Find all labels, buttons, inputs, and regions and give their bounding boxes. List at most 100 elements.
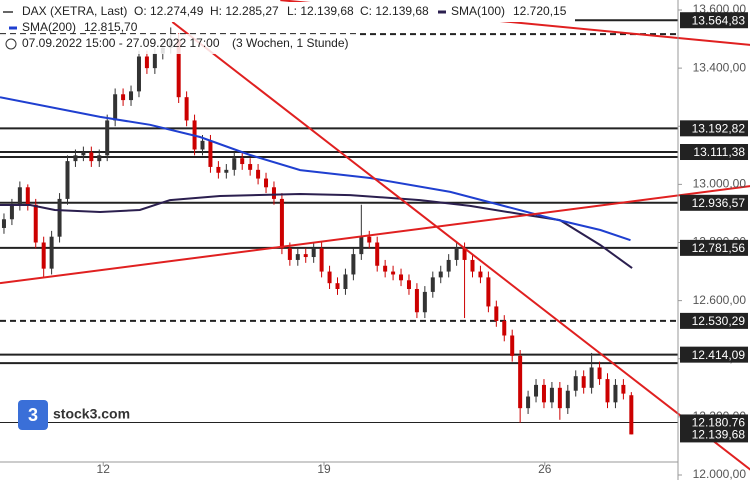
- candle-body: [613, 384, 618, 403]
- candle-body: [216, 166, 221, 173]
- candle-body: [232, 158, 237, 170]
- candle-body: [367, 236, 372, 243]
- level-box: [680, 239, 748, 256]
- brand-icon: [18, 400, 48, 430]
- candle-body: [287, 248, 292, 260]
- level-box: [680, 346, 748, 363]
- y-tick-label: 12.600,00: [693, 293, 747, 307]
- legend-value: 12.815,70: [84, 20, 138, 34]
- candle-body: [422, 291, 427, 313]
- x-tick-label: 19: [317, 462, 331, 476]
- level-label: 13.111,38: [693, 145, 745, 159]
- candle-body: [351, 254, 356, 275]
- candle-body: [41, 242, 46, 269]
- candle-body: [573, 376, 578, 391]
- y-tick-label: 12.000,00: [693, 467, 747, 480]
- candle-body: [375, 242, 380, 266]
- trend-line: [0, 185, 750, 285]
- candle-body: [534, 384, 539, 397]
- candle-body: [629, 395, 634, 435]
- level-box: [680, 120, 748, 137]
- level-label: 13.192,82: [692, 122, 746, 136]
- header-bg: [0, 34, 360, 54]
- candle-body: [311, 248, 316, 258]
- brand: 3 stock3.com: [18, 400, 130, 430]
- level-label: 12.414,09: [692, 348, 746, 362]
- candle-body: [33, 204, 38, 243]
- candle-body: [581, 376, 586, 388]
- level-label: 12.530,29: [692, 314, 746, 328]
- last-price-box: [680, 426, 748, 443]
- candle-body: [303, 254, 308, 258]
- candle-body: [589, 367, 594, 388]
- grid: [0, 19, 678, 423]
- candle-body: [121, 94, 126, 101]
- candle-body: [510, 335, 515, 356]
- level-label: 12.180,76: [692, 416, 746, 430]
- candle-body: [319, 248, 324, 272]
- candle-body: [295, 254, 300, 260]
- candle-body: [406, 280, 411, 289]
- candle-body: [184, 97, 189, 121]
- x-tick-label: 12: [97, 462, 111, 476]
- candle-body: [1, 219, 6, 228]
- legend-value: 12.720,15: [513, 4, 567, 18]
- candle-body: [502, 320, 507, 336]
- candle-body: [256, 169, 261, 179]
- level-box: [680, 312, 748, 329]
- last-price-label: 12.139,68: [692, 428, 746, 442]
- candle-body: [446, 259, 451, 272]
- legend-name: SMA(100): [451, 4, 505, 18]
- level-label: 13.564,83: [692, 13, 746, 27]
- symbol: DAX (XETRA, Last): [22, 4, 127, 18]
- candle-body: [541, 384, 546, 403]
- close: C: 12.139,68: [360, 4, 429, 18]
- candle-body: [430, 277, 435, 292]
- candle-body: [399, 274, 404, 281]
- candle-body: [518, 355, 523, 409]
- brand-icon-text: 3: [28, 405, 38, 425]
- open: O: 12.274,49: [134, 4, 204, 18]
- sma-line: [0, 96, 631, 242]
- candle-body: [279, 198, 284, 249]
- candle-body: [526, 396, 531, 409]
- candle-body: [129, 91, 134, 101]
- candle-body: [391, 271, 396, 275]
- period: (3 Wochen, 1 Stunde): [232, 36, 349, 50]
- header: DAX (XETRA, Last) O: 12.274,49 H: 12.285…: [0, 2, 575, 54]
- high: H: 12.285,27: [210, 4, 279, 18]
- brand-name: stock3.com: [53, 406, 130, 422]
- candle-body: [621, 384, 626, 394]
- candle-body: [359, 236, 364, 255]
- clock-icon: [5, 38, 17, 50]
- candle-body: [343, 274, 348, 289]
- candle-body: [105, 120, 110, 156]
- candle-body: [17, 187, 22, 205]
- y-tick-label: 13.400,00: [693, 60, 747, 74]
- candle-body: [144, 56, 149, 69]
- candle-body: [176, 39, 181, 98]
- trend-line: [171, 21, 750, 471]
- candle-body: [438, 271, 443, 278]
- candle-body: [462, 248, 467, 260]
- candle-body: [81, 152, 86, 156]
- level-box: [680, 194, 748, 211]
- y-tick-label: 13.000,00: [693, 177, 747, 191]
- candle-body: [494, 306, 499, 321]
- candle-body: [264, 178, 269, 188]
- candle-body: [335, 283, 340, 289]
- candle-body: [549, 387, 554, 403]
- level-box: [680, 12, 748, 29]
- header-bg: [0, 2, 575, 22]
- level-label: 12.781,56: [692, 241, 746, 255]
- candle-body: [25, 187, 30, 205]
- level-label: 12.936,57: [692, 196, 746, 210]
- candle-body: [478, 271, 483, 278]
- level-box: [680, 144, 748, 161]
- candle-body: [89, 152, 94, 162]
- candle-body: [200, 140, 205, 150]
